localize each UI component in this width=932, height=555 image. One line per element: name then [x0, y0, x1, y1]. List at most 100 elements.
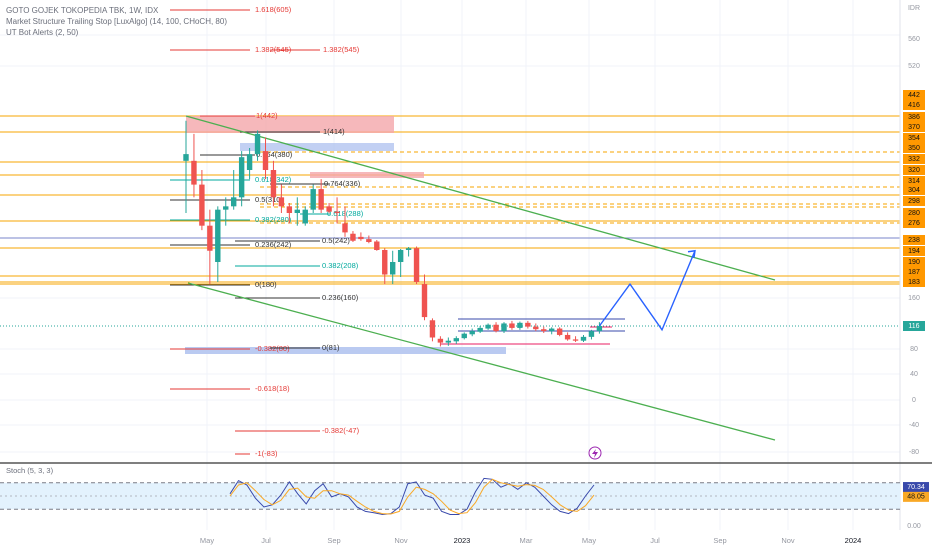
candle-body — [342, 223, 348, 233]
price-badge-label: 370 — [908, 124, 920, 131]
price-badge-label: 190 — [908, 259, 920, 266]
price-badge-label: 354 — [908, 135, 920, 142]
candle-body — [199, 184, 205, 226]
indicator-market-structure[interactable]: Market Structure Trailing Stop [LuxAlgo]… — [6, 17, 227, 26]
price-badge-label: 298 — [908, 198, 920, 205]
candle-body — [493, 324, 499, 332]
candle-body — [477, 327, 483, 332]
fib-label: 0.764(380) — [256, 150, 293, 159]
candle-body — [262, 151, 269, 170]
candle-body — [310, 189, 316, 210]
price-badge-label: 314 — [908, 178, 920, 185]
candle-body — [596, 326, 603, 332]
candle-body — [517, 322, 523, 328]
price-badge — [903, 133, 925, 143]
time-tick: May — [200, 536, 214, 545]
candle-body — [223, 206, 229, 210]
last-price-label: 116 — [908, 323, 919, 330]
price-badge — [903, 176, 925, 186]
price-badge — [903, 196, 925, 206]
demand-zone — [185, 347, 506, 354]
price-badge-label: 442 — [908, 92, 920, 99]
stoch-badge-label: 48.05 — [907, 494, 925, 501]
price-badge-label: 187 — [908, 269, 920, 276]
indicator-ut-bot[interactable]: UT Bot Alerts (2, 50) — [6, 28, 79, 37]
fib-label: 1.618(605) — [255, 5, 292, 14]
price-badge — [903, 154, 925, 164]
symbol-title: GOTO GOJEK TOKOPEDIA TBK, 1W, IDX — [6, 6, 159, 15]
time-tick: 2024 — [845, 536, 862, 545]
time-tick: Nov — [394, 536, 408, 545]
time-tick: Nov — [781, 536, 795, 545]
fib-label: 0(81) — [322, 343, 340, 352]
fib-label: 1(414) — [323, 127, 345, 136]
candle-body — [461, 333, 467, 339]
fib-label: 1.382(545) — [323, 45, 360, 54]
price-badge — [903, 165, 925, 175]
price-tick: 560 — [908, 36, 920, 43]
candle-body — [509, 323, 515, 328]
fib-label: -0.382(-47) — [322, 426, 360, 435]
candle-body — [207, 225, 213, 251]
candle-body — [246, 154, 253, 170]
price-badge-label: 276 — [908, 220, 920, 227]
supply-zone — [186, 116, 394, 133]
time-tick: Sep — [327, 536, 340, 545]
candle-body — [549, 328, 555, 332]
price-badge — [903, 90, 925, 100]
channel-upper-line — [185, 115, 776, 281]
candle-body — [413, 248, 420, 282]
candle-body — [294, 209, 300, 213]
time-tick: May — [582, 536, 596, 545]
lightning-icon-glyph — [592, 449, 598, 458]
candle-body — [374, 241, 380, 250]
candle-body — [382, 250, 388, 275]
fib-label: 0.764(336) — [324, 179, 361, 188]
candle-body — [238, 157, 245, 198]
projection-arrowhead — [687, 249, 696, 258]
price-badge-label: 416 — [908, 102, 920, 109]
price-badge-label: 183 — [908, 279, 920, 286]
price-badge — [903, 112, 925, 122]
candle-body — [326, 206, 332, 212]
candle-body — [405, 248, 412, 250]
fib-label: 0.236(242) — [255, 240, 292, 249]
price-badge — [903, 143, 925, 153]
time-tick: Sep — [713, 536, 726, 545]
price-badge — [903, 246, 925, 256]
candle-body — [191, 160, 197, 185]
stoch-d-line — [229, 478, 595, 515]
stoch-badge — [903, 491, 929, 502]
candle-body — [429, 320, 436, 338]
candle-body — [453, 338, 459, 342]
fib-label: -0.618(18) — [255, 384, 290, 393]
time-tick: 2023 — [454, 536, 471, 545]
price-badge-label: 332 — [908, 156, 920, 163]
price-badge — [903, 218, 925, 228]
candle-body — [437, 338, 444, 343]
channel-lower-line — [187, 282, 776, 441]
price-tick: 40 — [910, 371, 918, 378]
fib-label: 0(180) — [255, 280, 277, 289]
candle-body — [525, 322, 531, 327]
candle-body — [580, 336, 587, 341]
candle-body — [556, 328, 563, 335]
candle-body — [572, 339, 579, 341]
price-badge — [903, 122, 925, 132]
time-tick: Mar — [520, 536, 533, 545]
candle-body — [302, 209, 308, 224]
candle-body — [278, 197, 285, 207]
stoch-badge-label: 70.34 — [907, 484, 925, 491]
price-tick: 520 — [908, 63, 920, 70]
price-badge — [903, 277, 925, 287]
price-tick: -40 — [909, 422, 919, 429]
projection-path — [598, 250, 696, 332]
fib-label: 0.5(242) — [322, 236, 350, 245]
price-badge — [903, 257, 925, 267]
fib-zone-blue — [240, 143, 394, 151]
stoch-title: Stoch (5, 3, 3) — [6, 466, 54, 475]
candle-body — [231, 197, 237, 207]
fib-label: 1.382(545) — [255, 45, 292, 54]
